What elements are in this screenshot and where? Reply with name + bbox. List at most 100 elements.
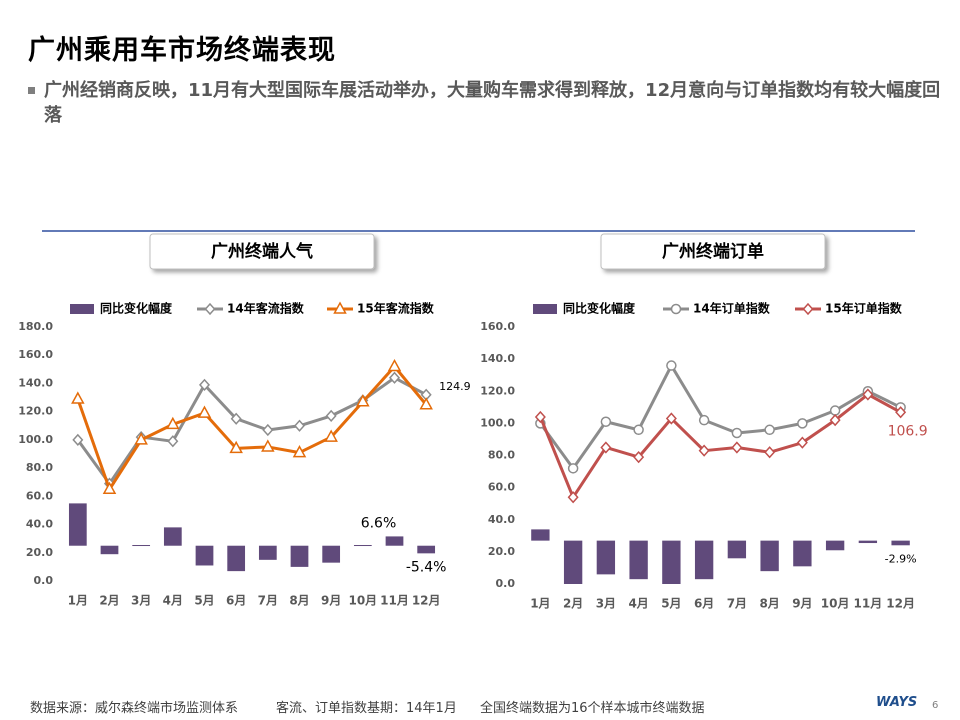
y-tick-label: 20.0 (26, 546, 53, 559)
footer-note: 全国终端数据为16个样本城市终端数据 (480, 701, 705, 716)
bar (858, 540, 878, 544)
line-marker (293, 419, 306, 432)
line-marker (166, 416, 180, 430)
line-marker (567, 463, 579, 474)
legend-marker (204, 302, 216, 316)
line-marker (764, 424, 775, 436)
y-tick-label: 60.0 (488, 481, 515, 494)
bar (68, 503, 87, 546)
line-marker (534, 410, 546, 424)
line-marker (731, 427, 743, 439)
x-tick-label: 5月 (194, 594, 214, 608)
bar (385, 536, 404, 546)
x-tick-label: 2月 (99, 594, 119, 608)
x-tick-label: 3月 (131, 594, 151, 608)
legend-label: 14年客流指数 (227, 301, 305, 316)
bar (417, 545, 436, 554)
line-marker (292, 445, 307, 458)
bar (531, 529, 550, 541)
x-tick-label: 6月 (694, 597, 714, 611)
y-tick-label: 80.0 (488, 449, 515, 462)
x-tick-label: 9月 (321, 594, 341, 608)
y-tick-label: 20.0 (488, 545, 515, 558)
logo: WAYS (876, 695, 918, 710)
chart-title-box (149, 233, 375, 270)
bar (100, 545, 119, 555)
y-tick-label: 100.0 (480, 416, 515, 429)
bar (353, 545, 372, 547)
y-tick-label: 140.0 (18, 376, 53, 389)
y-tick-label: 160.0 (480, 320, 515, 333)
y-tick-label: 180.0 (18, 320, 53, 333)
bar (891, 540, 910, 546)
line-marker (325, 409, 337, 423)
bar (290, 545, 309, 567)
x-tick-label: 9月 (792, 597, 812, 611)
line-marker (262, 423, 274, 437)
line (538, 392, 902, 499)
line-marker (797, 418, 808, 429)
y-tick-label: 40.0 (26, 518, 53, 531)
x-tick-label: 12月 (412, 594, 441, 608)
bar (227, 545, 246, 572)
footer-source: 数据来源：威尔森终端市场监测体系 (30, 701, 239, 716)
bullet-text: 广州经销商反映，11月有大型国际车展活动举办，大量购车需求得到释放，12月意向与… (28, 78, 944, 128)
y-tick-label: 100.0 (18, 433, 53, 446)
legend-swatch (70, 304, 94, 314)
line-marker (829, 414, 841, 427)
bar (727, 540, 747, 559)
line (76, 376, 427, 486)
legend-marker (670, 303, 682, 315)
bar (793, 540, 812, 567)
legend-label: 同比变化幅度 (100, 301, 173, 316)
line-marker (633, 424, 644, 436)
line-marker (600, 441, 612, 454)
x-tick-label: 8月 (289, 594, 309, 608)
legend-label: 15年客流指数 (357, 301, 435, 316)
chart-title: 广州终端订单 (662, 241, 764, 262)
line (539, 364, 902, 470)
line-marker (71, 391, 85, 404)
y-tick-label: 120.0 (18, 405, 53, 418)
y-tick-label: 40.0 (488, 513, 515, 526)
x-tick-label: 1月 (530, 597, 550, 611)
line-marker (666, 360, 677, 371)
line-marker (796, 436, 808, 449)
line (76, 365, 428, 491)
x-tick-label: 1月 (68, 594, 88, 608)
legend-swatch (533, 304, 557, 314)
footer-base: 客流、订单指数基期：14年1月 (276, 701, 457, 716)
legend-label: 同比变化幅度 (563, 301, 636, 316)
line-marker (665, 412, 677, 425)
chart-title: 广州终端人气 (211, 241, 313, 262)
chart-title-box (600, 233, 826, 270)
line-marker (895, 406, 907, 419)
line-marker (197, 405, 212, 418)
line-marker (356, 394, 370, 407)
line-marker (419, 397, 433, 410)
bar (629, 540, 648, 580)
line-marker (829, 405, 841, 416)
x-tick-label: 4月 (163, 594, 183, 608)
x-tick-label: 8月 (759, 597, 779, 611)
bar (563, 540, 583, 584)
bar (322, 545, 341, 563)
line-marker (167, 435, 179, 448)
line-marker (862, 388, 874, 401)
line-marker (198, 378, 211, 391)
y-tick-label: 80.0 (26, 461, 53, 474)
y-tick-label: 0.0 (496, 577, 516, 590)
x-tick-label: 12月 (886, 597, 915, 611)
slide-title: 广州乘用车市场终端表现 (28, 35, 336, 66)
legend-label: 15年订单指数 (825, 301, 903, 316)
line-marker (567, 491, 579, 504)
line-marker (387, 358, 402, 372)
y-tick-label: 60.0 (26, 489, 53, 502)
x-tick-label: 3月 (596, 597, 616, 611)
value-label: -5.4% (406, 559, 447, 575)
bar (163, 527, 182, 546)
bar (258, 545, 277, 560)
bar (596, 540, 616, 575)
bar (662, 540, 681, 584)
